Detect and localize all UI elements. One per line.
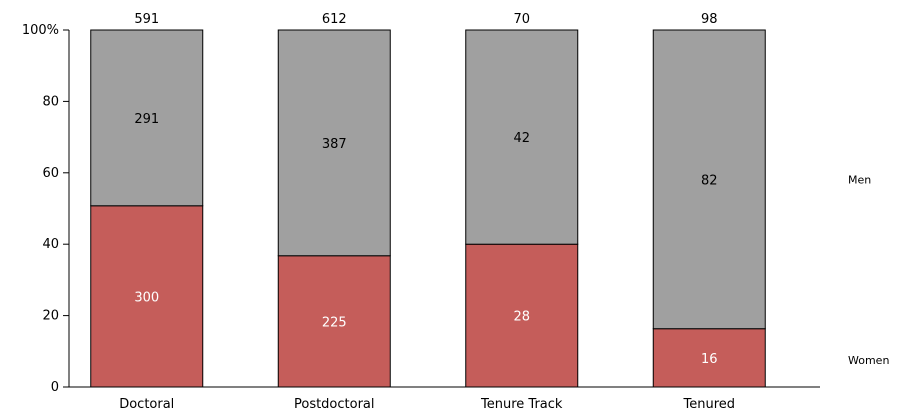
bar-total-label: 612 bbox=[322, 12, 347, 27]
legend: Women Men bbox=[848, 173, 889, 367]
y-tick-label: 20 bbox=[42, 309, 59, 324]
bar-total-label: 98 bbox=[701, 12, 718, 27]
segment-value-label: 300 bbox=[134, 290, 159, 305]
x-category-label: Tenure Track bbox=[480, 397, 563, 412]
y-tick-label: 100% bbox=[22, 23, 59, 38]
bars-group: 300 291 591 Doctoral 225 387 612 Postdoctoral 28… bbox=[91, 12, 766, 412]
legend-label-women: Women bbox=[848, 354, 889, 367]
bar-total-label: 70 bbox=[513, 12, 530, 27]
segment-value-label: 28 bbox=[513, 310, 530, 325]
y-tick-label: 60 bbox=[42, 166, 59, 181]
x-category-label: Doctoral bbox=[119, 397, 174, 412]
segment-value-label: 291 bbox=[134, 112, 159, 127]
x-category-label: Postdoctoral bbox=[294, 397, 375, 412]
segment-value-label: 16 bbox=[701, 352, 718, 367]
legend-label-men: Men bbox=[848, 173, 871, 186]
bar-total-label: 591 bbox=[134, 12, 159, 27]
y-tick-label: 40 bbox=[42, 237, 59, 252]
segment-value-label: 225 bbox=[322, 315, 347, 330]
y-axis-ticks: 0 20 40 60 80 100% bbox=[22, 23, 69, 395]
segment-value-label: 42 bbox=[513, 131, 530, 146]
x-category-label: Tenured bbox=[682, 397, 735, 412]
y-tick-label: 80 bbox=[42, 94, 59, 109]
segment-value-label: 82 bbox=[701, 173, 718, 188]
y-tick-label: 0 bbox=[51, 380, 59, 395]
segment-value-label: 387 bbox=[322, 137, 347, 152]
